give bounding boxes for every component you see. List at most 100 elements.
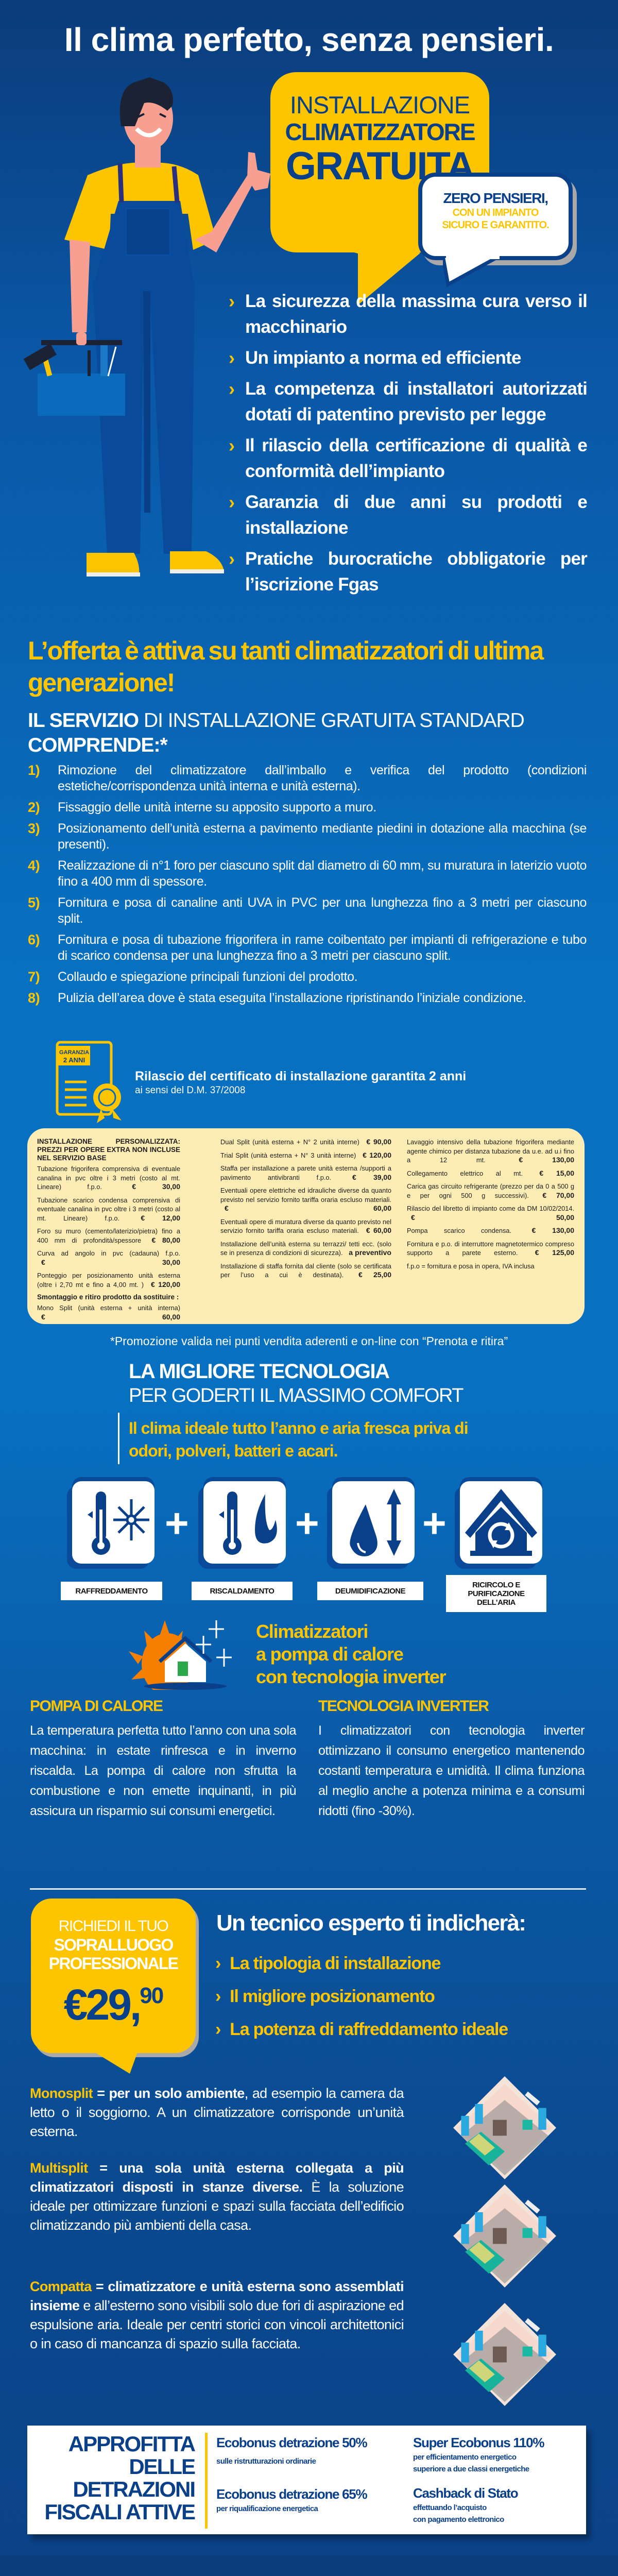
page-title: Il clima perfetto, senza pensieri.	[64, 21, 554, 58]
feature-label-dehumidification: DEUMIDIFICAZIONE	[317, 1582, 423, 1600]
ecobonus-65-sub: per riqualificazione energetica	[216, 2504, 318, 2513]
monosplit-description: Monosplit = per un solo ambiente, ad ese…	[30, 2084, 404, 2141]
price-item-text: Staffa per installazione a parete unità …	[220, 1164, 391, 1181]
technology-subtitle: PER GODERTI IL MASSIMO COMFORT	[129, 1385, 464, 1406]
service-item: 6) Fornitura e posa di tubazione frigorif…	[28, 932, 587, 964]
price-item-text: Collegamento elettrico al mt.	[407, 1169, 523, 1177]
price-item: Collegamento elettrico al mt. € 15,00	[407, 1169, 574, 1178]
super-ecobonus-sub2: superiore a due classi energetiche	[413, 2465, 529, 2473]
service-item-number: 2)	[28, 800, 40, 815]
technician-item-label: La tipologia di installazione	[230, 1954, 441, 1973]
service-item-text: Collaudo e spiegazione principali funzio…	[58, 970, 358, 984]
chevron-right-icon: ›	[229, 492, 235, 513]
thermometer-flame-icon	[203, 1481, 286, 1564]
survey-price: €29,90	[31, 1973, 196, 2028]
price-item-price: € 60,00	[41, 1312, 180, 1321]
price-item: Foro su muro (cemento/laterizio/pietra) …	[37, 1227, 180, 1245]
service-item-text: Fornitura e posa di tubazione frigorifer…	[58, 933, 587, 963]
price-item: Tubazione scarico condensa comprensiva d…	[37, 1196, 180, 1223]
service-item-number: 5)	[28, 895, 40, 910]
house-recycle-icon	[460, 1481, 542, 1564]
zero-worries-badge: ZERO PENSIERI, CON UN IMPIANTO SICURO E …	[418, 173, 573, 260]
ecobonus-50-title: Ecobonus detrazione 50%	[216, 2435, 368, 2450]
promo-note: *Promozione valida nei punti vendita ade…	[110, 1334, 508, 1348]
survey-price-cents: 90	[140, 1983, 164, 2008]
benefit-item: › La sicurezza della massima cura verso i…	[227, 289, 588, 340]
price-item-price: € 80,00	[151, 1235, 180, 1244]
price-item: Ponteggio per posizionamento unità ester…	[37, 1271, 180, 1289]
split-rest: e all’esterno sono visibili solo due for…	[30, 2298, 404, 2351]
compact-description: Compatta = climatizzatore e unità estern…	[30, 2277, 404, 2353]
plus-sign: +	[165, 1500, 189, 1546]
chevron-right-icon: ›	[229, 378, 235, 399]
service-item: 8) Pulizia dell’area dove è stata eseguit…	[28, 990, 587, 1006]
price-item: Lavaggio intensivo della tubazione frigo…	[407, 1138, 574, 1165]
super-ecobonus-title: Super Ecobonus 110%	[413, 2435, 544, 2450]
price-item-text: Lavaggio intensivo della tubazione frigo…	[407, 1138, 574, 1164]
bubble-tail	[281, 233, 420, 305]
price-item-price: € 130,00	[531, 1226, 574, 1234]
price-item-text: Installazione dell’unità esterna su terr…	[220, 1240, 391, 1257]
price-item: Installazione dell’unità esterna su terr…	[220, 1240, 391, 1258]
service-item: 5) Fornitura e posa di canaline anti UVA …	[28, 895, 587, 927]
price-item-text: Trial Split (unità esterna + N° 3 unità …	[220, 1151, 356, 1159]
tax-heading-line: DELLE	[129, 2454, 196, 2479]
service-heading: IL SERVIZIO DI INSTALLAZIONE GRATUITA ST…	[28, 708, 589, 758]
compact-room-illustration	[453, 2303, 556, 2406]
badge-line-1: ZERO PENSIERI,	[443, 190, 548, 206]
plus-sign: +	[422, 1500, 447, 1546]
badge-garanzia: GARANZIA	[59, 1049, 89, 1056]
benefit-text: Un impianto a norma ed efficiente	[245, 348, 521, 368]
survey-line-1: RICHIEDI IL TUO	[58, 1918, 169, 1935]
price-item: Mono Split (unità esterna + unità intern…	[37, 1303, 180, 1321]
chevron-right-icon: ›	[215, 1954, 221, 1973]
badge-line-3: SICURO E GARANTITO.	[442, 219, 549, 231]
service-heading-regular: DI INSTALLAZIONE GRATUITA STANDARD	[139, 709, 525, 732]
bubble-line-2: CLIMATIZZATORE	[285, 118, 475, 145]
service-item: 1) Rimozione del climatizzatore dall’imba…	[28, 762, 587, 794]
section-divider	[30, 1888, 586, 1890]
thermometer-snowflake-icon	[72, 1481, 154, 1564]
cashback-sub1: effettuando l’acquisto	[413, 2503, 487, 2512]
price-item: Installazione di staffa fornita dal clie…	[220, 1262, 391, 1280]
technology-title: LA MIGLIORE TECNOLOGIA	[129, 1360, 390, 1383]
price-item-price: € 12,00	[141, 1213, 180, 1222]
price-item-price: € 60,00	[225, 1204, 391, 1212]
service-item: 3) Posizionamento dell’unità esterna a pa…	[28, 821, 587, 853]
chevron-right-icon: ›	[215, 1987, 221, 2006]
technician-item: › Il migliore posizionamento	[215, 1987, 435, 2007]
heat-pump-heading: POMPA DI CALORE	[30, 1698, 163, 1715]
service-item-number: 8)	[28, 990, 40, 1006]
price-item-price: € 15,00	[539, 1168, 574, 1177]
technician-item-label: La potenza di raffreddamento ideale	[230, 2020, 508, 2039]
price-item-price: € 130,00	[519, 1156, 574, 1164]
feature-label-cooling: RAFFREDDAMENTO	[61, 1582, 162, 1600]
price-item-text: Dual Split (unità esterna + N° 2 unità i…	[220, 1138, 359, 1146]
service-item-text: Rimozione del climatizzatore dall’imball…	[58, 763, 587, 793]
service-item-number: 6)	[28, 932, 40, 947]
price-item-price: € 50,00	[411, 1213, 574, 1222]
service-item-number: 3)	[28, 821, 40, 836]
service-item-number: 1)	[28, 762, 40, 778]
technician-item: › La potenza di raffreddamento ideale	[215, 2020, 508, 2040]
service-item: 2) Fissaggio delle unità interne su appos…	[28, 800, 587, 816]
survey-line-3: PROFESSIONALE	[48, 1954, 179, 1973]
price-item-price: € 30,00	[41, 1258, 180, 1266]
service-item-text: Fissaggio delle unità interne su apposit…	[58, 800, 376, 815]
service-item-text: Pulizia dell’area dove è stata eseguita …	[58, 991, 526, 1005]
split-bold: = climatizzatore e unità esterna sono as…	[30, 2279, 404, 2313]
ecobonus-65-title: Ecobonus detrazione 65%	[216, 2486, 368, 2502]
tax-deductions-box: APPROFITTA DELLE DETRAZIONI FISCALI ATTI…	[27, 2426, 586, 2534]
price-item: Carica gas circuito refrigerante (prezzo…	[407, 1182, 574, 1200]
badge-line-2: CON UN IMPIANTO	[452, 207, 539, 218]
bubble-line-1: INSTALLAZIONE	[289, 91, 470, 118]
tax-heading-line: FISCALI ATTIVE	[44, 2500, 196, 2524]
price-item: Staffa per installazione a parete unità …	[220, 1164, 391, 1182]
tax-heading: APPROFITTA DELLE DETRAZIONI FISCALI ATTI…	[44, 2433, 196, 2524]
price-column-3: Lavaggio intensivo della tubazione frigo…	[407, 1138, 574, 1275]
benefit-text: La competenza di installatori autorizzat…	[245, 379, 588, 425]
certificate-icon: GARANZIA 2 ANNI	[56, 1041, 122, 1124]
heat-pump-title: Climatizzatori a pompa di calore con tec…	[256, 1620, 447, 1688]
extra-prices-table: INSTALLAZIONE PERSONALIZZATA: PREZZI PER…	[27, 1128, 585, 1324]
benefit-text: Garanzia di due anni su prodotti e insta…	[245, 492, 588, 538]
